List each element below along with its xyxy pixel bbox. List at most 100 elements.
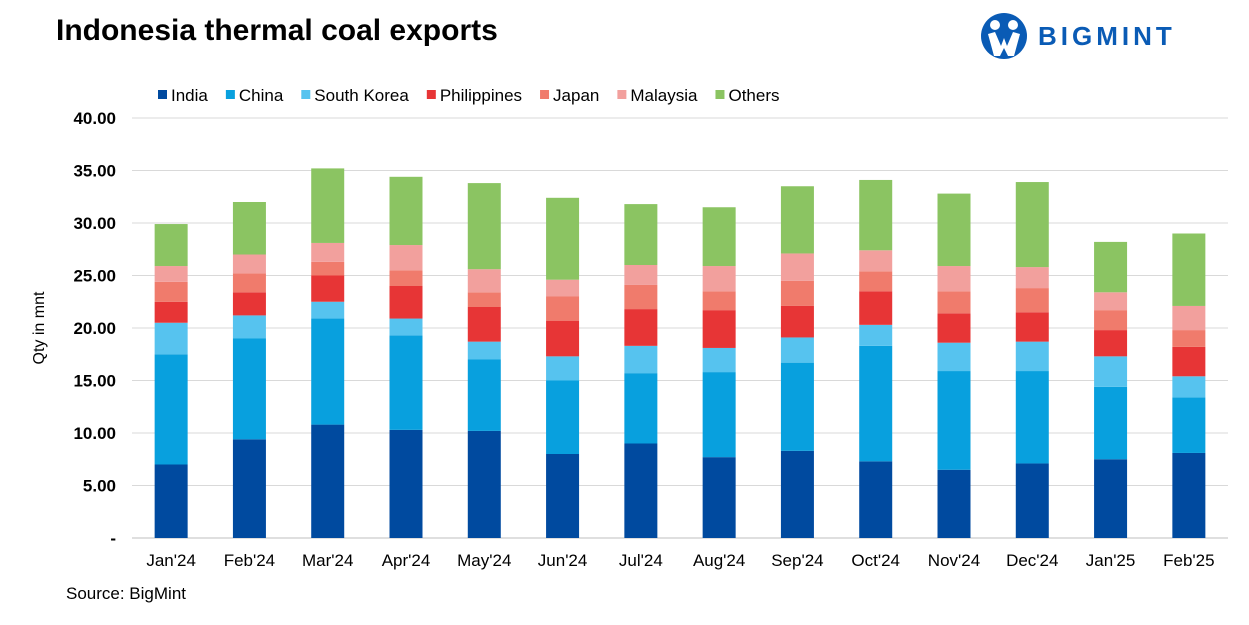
bar-segment-china: [311, 318, 345, 425]
source-note: Source: BigMint: [66, 584, 186, 603]
bar-segment-philippines: [702, 310, 736, 348]
bar-segment-others: [702, 207, 736, 267]
bar-segment-philippines: [1094, 330, 1128, 357]
bar-segment-japan: [937, 291, 971, 314]
legend-label: China: [239, 86, 284, 105]
bar-segment-china: [389, 335, 423, 430]
legend-label: Philippines: [440, 86, 522, 105]
bar-segment-india: [780, 450, 814, 538]
bar-segment-india: [702, 457, 736, 538]
x-tick-label: Apr'24: [382, 551, 431, 570]
legend-swatch: [715, 90, 725, 99]
bar-segment-japan: [1015, 288, 1049, 313]
bar-segment-malaysia: [232, 254, 266, 274]
x-tick-label: Mar'24: [302, 551, 353, 570]
bar-segment-china: [859, 345, 893, 462]
bar-segment-japan: [624, 284, 658, 310]
x-tick-label: Feb'25: [1163, 551, 1214, 570]
bar-segment-others: [232, 202, 266, 255]
bar-segment-malaysia: [467, 269, 501, 293]
bar-segment-others: [780, 186, 814, 254]
bar-segment-others: [467, 183, 501, 270]
x-tick-label: Nov'24: [928, 551, 980, 570]
bar-segment-south-korea: [154, 322, 188, 355]
bar-segment-china: [624, 373, 658, 444]
bar-segment-china: [937, 371, 971, 470]
bar-segment-philippines: [780, 305, 814, 338]
bar-segment-south-korea: [1015, 341, 1049, 372]
bar-segment-philippines: [311, 275, 345, 302]
bar-segment-japan: [780, 280, 814, 306]
bar-segment-south-korea: [1094, 356, 1128, 387]
bar-segment-others: [311, 168, 345, 243]
bar-segment-india: [546, 454, 580, 538]
x-tick-label: Aug'24: [693, 551, 745, 570]
bar-segment-south-korea: [232, 315, 266, 339]
bar-segment-malaysia: [1094, 292, 1128, 311]
bar-segment-south-korea: [937, 342, 971, 372]
x-tick-label: Dec'24: [1006, 551, 1058, 570]
bar-segment-india: [1172, 452, 1206, 538]
bar-segment-china: [546, 380, 580, 454]
x-tick-label: Jan'25: [1086, 551, 1136, 570]
bar-segment-malaysia: [1015, 267, 1049, 289]
bar-segment-south-korea: [467, 341, 501, 360]
bar-segment-india: [154, 464, 188, 538]
bar-segment-malaysia: [937, 266, 971, 292]
y-tick-label: 40.00: [73, 109, 116, 128]
bar-segment-others: [1094, 241, 1128, 293]
bar-segment-malaysia: [1172, 305, 1206, 331]
legend-swatch: [540, 90, 550, 99]
bar-segment-china: [1015, 371, 1049, 464]
bar-segment-others: [154, 224, 188, 267]
bar-segment-japan: [467, 292, 501, 307]
y-tick-label: 25.00: [73, 267, 116, 286]
bar-segment-india: [937, 469, 971, 538]
bar-segment-japan: [1172, 330, 1206, 347]
y-tick-label: 30.00: [73, 214, 116, 233]
bar-segment-india: [624, 443, 658, 538]
bar-segment-china: [467, 359, 501, 431]
bigmint-logo-icon: [981, 13, 1027, 59]
bar-segment-china: [1094, 386, 1128, 460]
bar-segment-others: [1172, 233, 1206, 306]
x-tick-label: Oct'24: [851, 551, 900, 570]
bar-segment-south-korea: [546, 356, 580, 381]
x-tick-label: May'24: [457, 551, 511, 570]
legend-label: Others: [728, 86, 779, 105]
bar-segment-malaysia: [624, 265, 658, 285]
bar-segment-south-korea: [702, 347, 736, 373]
legend-swatch: [225, 90, 235, 99]
bigmint-logo-text: BIGMINT: [1038, 20, 1176, 51]
bar-segment-malaysia: [389, 245, 423, 271]
bar-segment-china: [154, 354, 188, 465]
bar-segment-south-korea: [859, 324, 893, 346]
bar-segment-philippines: [154, 301, 188, 323]
bar-segment-others: [624, 204, 658, 265]
y-tick-label: 15.00: [73, 372, 116, 391]
bigmint-logo: BIGMINT: [980, 12, 1176, 60]
y-tick-label: -: [110, 529, 116, 548]
bar-segment-malaysia: [702, 266, 736, 292]
bar-segment-india: [467, 430, 501, 538]
bar-segment-others: [389, 176, 423, 246]
y-tick-label: 20.00: [73, 319, 116, 338]
legend-swatch: [301, 90, 311, 99]
bar-segment-philippines: [232, 292, 266, 316]
bar-segment-philippines: [389, 286, 423, 319]
bar-segment-china: [1172, 397, 1206, 453]
bar-segment-others: [859, 179, 893, 251]
bar-segment-india: [1094, 459, 1128, 538]
bar-segment-japan: [859, 271, 893, 292]
bar-segment-others: [1015, 182, 1049, 268]
x-tick-label: Jan'24: [146, 551, 196, 570]
bar-segment-india: [1015, 463, 1049, 538]
bar-segment-india: [859, 461, 893, 538]
legend-swatch: [617, 90, 627, 99]
y-tick-label: 5.00: [83, 477, 116, 496]
bar-segment-philippines: [1172, 346, 1206, 377]
bar-segment-philippines: [546, 320, 580, 357]
bar-segment-malaysia: [154, 266, 188, 282]
bar-segment-japan: [1094, 310, 1128, 331]
